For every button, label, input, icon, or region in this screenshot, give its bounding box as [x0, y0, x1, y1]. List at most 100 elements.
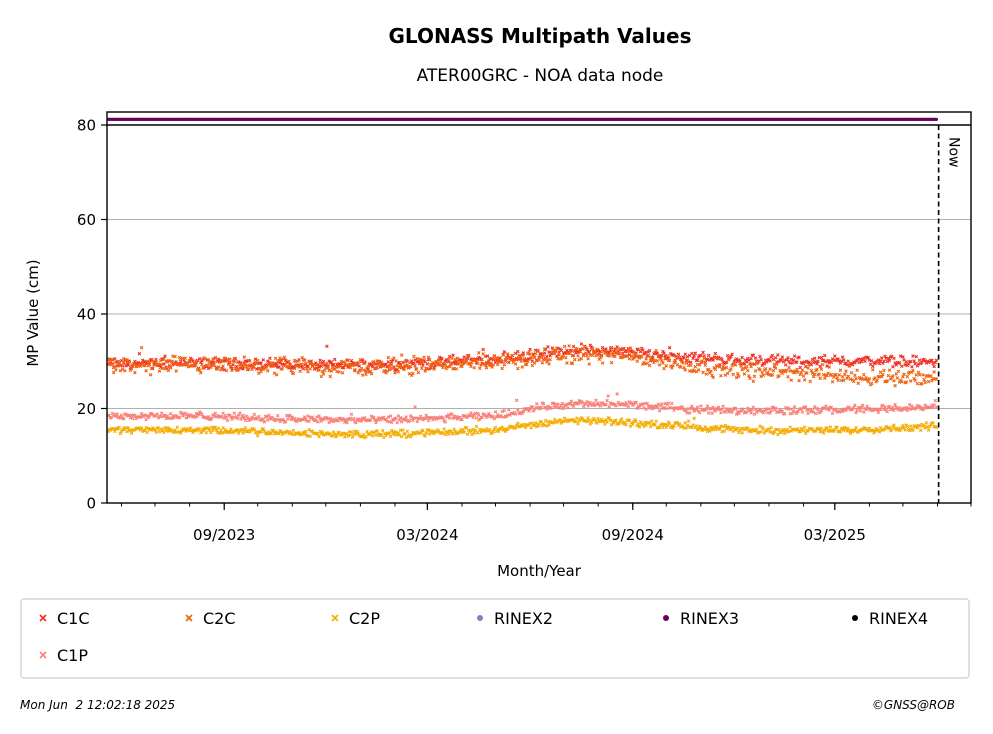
data-point: [839, 359, 844, 363]
data-point: [683, 368, 688, 372]
data-point: [795, 367, 799, 372]
data-point: [184, 416, 189, 420]
data-point: [130, 416, 135, 421]
data-point: [687, 369, 692, 373]
data-point: [644, 423, 648, 427]
data-point: [561, 406, 566, 411]
data-point: [443, 432, 448, 437]
data-point: [510, 353, 514, 358]
data-point: [176, 362, 181, 367]
data-point: [811, 410, 816, 415]
data-point: [656, 353, 661, 358]
data-point: [711, 375, 715, 380]
data-point: [586, 404, 590, 408]
data-point: [411, 418, 415, 423]
data-point: [902, 426, 906, 430]
data-point: [551, 401, 556, 406]
data-point: [697, 410, 702, 415]
data-point: [906, 406, 911, 411]
data-point: [641, 348, 645, 352]
data-point: [219, 368, 223, 372]
data-point: [375, 429, 379, 433]
data-point: [767, 372, 771, 377]
data-point: [924, 421, 929, 425]
data-point: [777, 427, 781, 432]
data-point: [608, 418, 613, 423]
data-point: [365, 429, 369, 434]
data-point: [575, 416, 579, 420]
data-point: [873, 429, 877, 434]
data-point: [326, 366, 330, 370]
data-point: [387, 364, 392, 368]
data-point: [229, 364, 233, 368]
data-point: [301, 357, 306, 362]
data-point: [303, 429, 308, 434]
series-c2p: [106, 415, 939, 440]
data-point: [644, 407, 648, 412]
data-point: [841, 378, 846, 382]
data-point: [581, 352, 586, 356]
data-point: [552, 417, 557, 422]
data-point: [687, 411, 692, 415]
data-point: [200, 362, 204, 367]
data-point: [485, 362, 490, 366]
data-point: [702, 356, 706, 361]
data-point: [770, 353, 775, 358]
data-point: [902, 372, 906, 377]
data-point: [545, 354, 549, 359]
data-point: [183, 426, 187, 431]
data-point: [607, 416, 612, 421]
data-point: [847, 364, 852, 369]
data-point: [652, 360, 656, 365]
data-point: [321, 359, 326, 364]
data-point: [878, 407, 883, 412]
data-point: [862, 356, 866, 360]
data-point: [232, 411, 237, 415]
data-point: [718, 427, 722, 431]
data-point: [818, 376, 823, 381]
data-point: [469, 411, 473, 415]
data-point: [503, 359, 508, 364]
data-point: [537, 423, 541, 428]
data-point: [220, 431, 224, 435]
data-point: [655, 359, 660, 363]
data-point: [159, 362, 164, 367]
data-point: [699, 404, 703, 408]
data-point: [278, 356, 282, 360]
data-point: [887, 358, 892, 363]
data-point: [827, 365, 832, 369]
data-point: [709, 425, 713, 430]
data-point: [478, 427, 482, 432]
data-point: [302, 415, 307, 419]
data-point: [522, 422, 527, 427]
data-point: [145, 359, 149, 364]
data-point: [699, 426, 703, 430]
data-point: [805, 371, 809, 376]
data-point: [601, 419, 606, 423]
data-point: [840, 355, 845, 359]
data-point: [845, 376, 849, 381]
data-point: [931, 361, 935, 366]
data-point: [543, 418, 548, 423]
data-point: [870, 428, 875, 433]
data-point: [156, 362, 161, 367]
data-point: [599, 353, 604, 358]
data-point: [875, 378, 880, 383]
data-point: [191, 359, 195, 363]
data-point: [782, 431, 787, 436]
data-point: [246, 367, 251, 371]
data-point: [405, 363, 410, 367]
data-point: [249, 417, 253, 422]
data-point: [704, 406, 709, 411]
series-rinex3: [106, 117, 938, 121]
data-point: [753, 356, 758, 360]
data-point: [443, 420, 448, 424]
data-point: [398, 364, 403, 368]
data-point: [494, 356, 499, 360]
data-point: [474, 424, 479, 429]
data-point: [833, 354, 837, 358]
data-point: [518, 356, 522, 360]
data-point: [825, 373, 829, 378]
data-point: [234, 368, 239, 372]
data-point: [867, 376, 872, 381]
